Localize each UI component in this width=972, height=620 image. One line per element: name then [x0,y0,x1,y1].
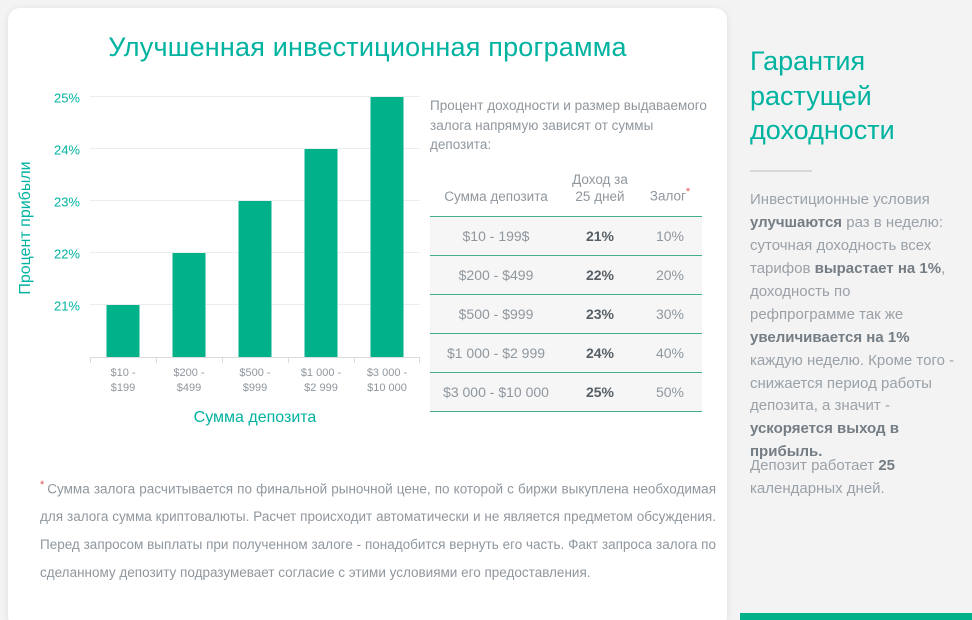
footnote-text: * Сумма залога расчитывается по финальной… [40,479,716,580]
bar-group: $3 000 - $10 000 [354,97,420,394]
x-tick-mark [90,357,91,363]
cell-income: 24% [562,332,638,373]
y-tick-label: 22% [53,246,80,262]
cell-collateral: 40% [638,332,702,373]
cell-collateral: 20% [638,254,702,295]
bar-group: $10 - $199 [90,98,156,394]
cell-deposit: $3 000 - $10 000 [430,371,562,412]
x-tick-mark [156,357,157,363]
y-tick-label: 25% [53,90,80,106]
y-tick-label: 23% [53,194,80,210]
x-tick-label: $3 000 - $10 000 [366,367,408,394]
x-tick-mark [419,357,420,363]
cell-collateral: 50% [638,371,702,412]
table-row: $200 - $499 22% 20% [430,254,702,295]
cell-deposit: $500 - $999 [430,293,562,334]
table-header-row: Сумма депозита Доход за 25 дней Залог* [430,166,702,216]
header-deposit: Сумма депозита [444,188,548,204]
sidebar-paragraph-conditions: Инвестиционные условия улучшаются раз в … [750,191,955,461]
y-tick-label: 24% [53,142,80,158]
x-tick-label: $1 000 - $2 999 [300,367,342,394]
gridline [90,96,420,97]
x-tick-mark [288,357,289,363]
sidebar-paragraph-deposit-term: Депозит работает 25 календарных дней. [750,457,895,497]
bar [238,201,272,357]
x-tick-mark [222,357,223,363]
header-collateral: Залог* [649,186,691,204]
footnote-asterisk: * [685,186,691,199]
bar-chart: Процент прибыли Сумма депозита $10 - $19… [17,91,420,426]
main-card: Улучшенная инвестиционная программа Проц… [8,8,727,620]
x-tick-label: $10 - $199 [110,367,136,394]
x-tick-label: $500 - $999 [239,367,271,394]
deposit-table: Сумма депозита Доход за 25 дней Залог* $… [430,166,702,412]
cell-income: 21% [562,215,638,256]
page-title: Улучшенная инвестиционная программа [108,32,627,62]
footnote-asterisk: * [40,479,45,491]
table-row: $10 - 199$ 21% 10% [430,215,702,256]
bar [304,149,338,357]
cell-income: 23% [562,293,638,334]
gridline [90,148,420,149]
x-tick-mark [354,357,355,363]
table-row: $500 - $999 23% 30% [430,293,702,334]
bar [370,97,404,357]
table-intro-text: Процент доходности и размер выдаваемого … [430,98,707,153]
cell-income: 25% [562,371,638,412]
header-income: Доход за 25 дней [572,172,628,204]
y-axis-title: Процент прибыли [17,160,34,295]
cell-deposit: $1 000 - $2 999 [430,332,562,373]
y-tick-label: 21% [53,298,80,314]
cell-deposit: $10 - 199$ [430,215,562,256]
bar [172,253,206,357]
cell-income: 22% [562,254,638,295]
cell-collateral: 10% [638,215,702,256]
cell-deposit: $200 - $499 [430,254,562,295]
sidebar-divider [750,170,812,172]
x-axis-title: Сумма депозита [193,409,317,426]
table-row: $3 000 - $10 000 25% 50% [430,371,702,412]
cell-collateral: 30% [638,293,702,334]
table-row: $1 000 - $2 999 24% 40% [430,332,702,373]
gridline [90,200,420,201]
sidebar-heading: Гарантия растущей доходности [750,46,895,146]
bar [106,305,140,357]
bar-group: $1 000 - $2 999 [288,98,354,394]
bar-group: $500 - $999 [222,98,288,394]
footer-accent-bar [740,613,972,620]
bar-group: $200 - $499 [156,98,222,394]
x-tick-label: $200 - $499 [173,367,205,394]
